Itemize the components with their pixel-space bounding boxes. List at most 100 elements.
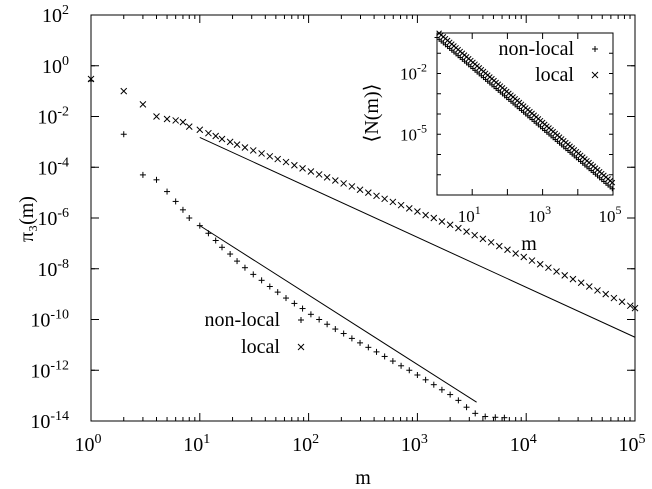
inset-y-axis-title: ⟨N(m)⟩ — [361, 84, 383, 143]
data-point-non-local — [266, 283, 273, 290]
data-point-local — [153, 113, 160, 120]
data-point-non-local — [258, 277, 265, 284]
data-point-non-local — [406, 367, 413, 374]
inset-y-tick-label-exponent: -2 — [417, 61, 427, 75]
data-point-local — [249, 147, 257, 154]
data-point-local — [397, 201, 405, 209]
data-point-local — [479, 235, 487, 243]
inset-x-tick-label: 101 — [458, 203, 481, 226]
inset-y-tick-labels: 10-210-5 — [400, 61, 427, 145]
data-point-non-local — [389, 358, 396, 365]
data-point-non-local — [205, 230, 212, 237]
inset-y-tick-label-base: 10 — [400, 65, 417, 84]
x-tick-label-base: 10 — [75, 434, 95, 456]
data-point-local — [561, 271, 569, 279]
data-point-non-local — [398, 362, 405, 369]
main-data-points — [87, 75, 639, 421]
data-point-non-local — [241, 264, 248, 271]
y-tick-label-base: 10 — [30, 310, 50, 332]
y-tick-label-exponent: -10 — [50, 308, 69, 323]
data-point-local — [373, 192, 380, 200]
data-point-local — [212, 132, 220, 140]
data-point-local — [364, 189, 372, 196]
x-tick-label-exponent: 4 — [530, 432, 537, 447]
data-point-non-local — [316, 316, 323, 323]
y-tick-label-exponent: 0 — [62, 54, 69, 69]
data-point-local — [455, 224, 462, 232]
data-point-non-local — [357, 339, 364, 346]
y-tick-label-exponent: -6 — [57, 206, 69, 221]
main-fit-lines — [199, 136, 636, 403]
y-tick-label: 102 — [42, 3, 69, 27]
data-point-non-local — [438, 386, 445, 393]
data-point-local — [205, 129, 212, 137]
y-tick-label: 10-6 — [37, 206, 69, 230]
inset-data-points — [434, 30, 616, 192]
data-point-local — [226, 138, 234, 146]
data-point-non-local — [501, 414, 508, 421]
legend-cross-marker — [297, 343, 305, 351]
data-point-non-local — [430, 381, 437, 388]
inset-x-tick-label-base: 10 — [599, 207, 616, 226]
y-tick-label-base: 10 — [37, 259, 57, 281]
x-tick-label-exponent: 1 — [203, 432, 210, 447]
x-tick-label-base: 10 — [619, 434, 639, 456]
inset-legend-label-local: local — [535, 64, 574, 86]
x-tick-label: 101 — [183, 432, 210, 456]
data-point-local — [553, 268, 560, 275]
legend-marker-non-local — [298, 317, 304, 323]
data-point-local — [196, 126, 204, 134]
inset-x-tick-label-exponent: 1 — [475, 203, 481, 217]
y-tick-label: 10-14 — [30, 409, 69, 433]
data-point-local — [163, 115, 171, 123]
data-point-local — [610, 294, 618, 302]
data-point-non-local — [179, 206, 186, 213]
inset-x-tick-label-exponent: 5 — [616, 203, 622, 217]
x-tick-label-exponent: 2 — [312, 432, 319, 447]
data-point-non-local — [414, 371, 421, 378]
inset-legend-marker-local — [591, 71, 599, 79]
inset-plot-frame — [436, 32, 614, 196]
y-tick-label-base: 10 — [37, 107, 57, 129]
data-point-local — [528, 257, 536, 264]
data-point-non-local — [332, 326, 339, 333]
data-point-non-local — [219, 244, 226, 251]
y-tick-label: 10-4 — [37, 155, 69, 179]
data-point-non-local — [324, 321, 331, 328]
data-point-non-local — [291, 300, 298, 307]
data-point-non-local — [482, 413, 489, 420]
data-point-local — [323, 173, 331, 181]
y-tick-label: 10-2 — [37, 105, 69, 129]
x-tick-label-base: 10 — [510, 434, 530, 456]
data-point-local — [120, 87, 128, 95]
y-tick-label: 10-8 — [37, 257, 69, 281]
data-point-non-local — [365, 344, 372, 351]
x-tick-label-base: 10 — [183, 434, 203, 456]
data-point-non-local — [348, 335, 355, 342]
data-point-non-local — [373, 348, 380, 355]
data-point-local — [487, 238, 495, 246]
data-point-local — [218, 135, 226, 143]
legend-plus-marker — [298, 317, 304, 323]
data-point-non-local — [283, 295, 290, 302]
data-point-local — [356, 186, 364, 194]
inset-legend-cross-marker — [591, 71, 599, 79]
inset-legend-plus-marker — [592, 46, 598, 52]
data-point-local — [577, 279, 585, 287]
y-tick-label-exponent: 2 — [62, 3, 69, 18]
data-point-non-local — [139, 171, 146, 178]
y-tick-label-exponent: -12 — [50, 358, 69, 373]
data-point-non-local — [447, 391, 454, 398]
inset-legend-label-non-local: non-local — [498, 38, 574, 60]
y-tick-label-base: 10 — [30, 360, 50, 382]
data-point-non-local — [463, 404, 470, 411]
inset-x-tick-label-base: 10 — [528, 207, 545, 226]
data-point-local — [438, 218, 446, 225]
data-point-non-local — [186, 215, 193, 221]
y-tick-label: 10-10 — [30, 308, 69, 332]
data-point-local — [618, 298, 626, 306]
data-point-non-local — [472, 410, 479, 417]
inset-legend-marker-non-local — [592, 46, 598, 52]
inset-legend: non-local local — [498, 38, 599, 86]
